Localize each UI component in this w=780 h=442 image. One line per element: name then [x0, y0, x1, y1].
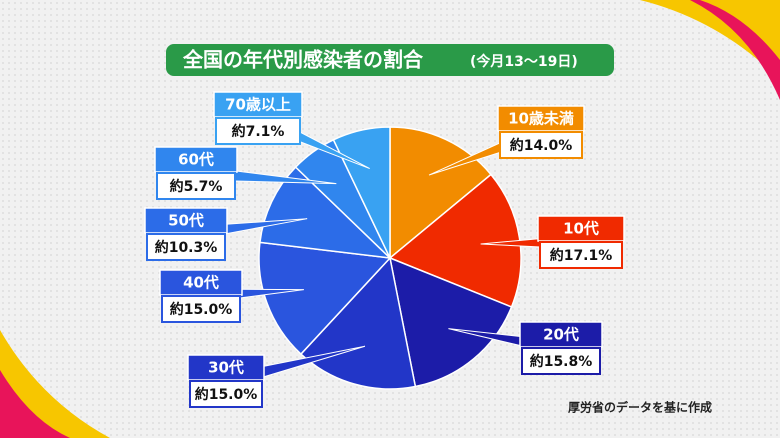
label-name-box — [154, 146, 238, 173]
chart-subtitle: (今月13～19日) — [470, 53, 578, 70]
label-name: 60代 — [178, 151, 214, 169]
label-name: 30代 — [208, 359, 244, 377]
label-value-box — [156, 172, 236, 200]
value-label: 約10.3% — [155, 239, 218, 256]
decor — [690, 0, 780, 100]
chart-title: 全国の年代別感染者の割合 — [182, 48, 424, 72]
label-name: 10歳未満 — [508, 110, 574, 128]
title-box — [166, 44, 614, 76]
pie-slice — [388, 256, 513, 388]
value-label: 約17.1% — [550, 247, 613, 264]
value-label: 約14.0% — [510, 137, 573, 154]
label-value-box — [521, 347, 601, 375]
pie-slice — [259, 166, 393, 260]
value-label: 約15.0% — [195, 386, 258, 403]
label-name-box — [497, 105, 585, 132]
label-name-box — [213, 91, 303, 118]
value-label: 約15.8% — [530, 353, 593, 370]
pie — [258, 126, 522, 390]
label-value-box — [189, 380, 263, 408]
label-name: 40代 — [183, 274, 219, 292]
source: 厚労省のデータを基に作成 — [568, 400, 712, 415]
label-name-box — [537, 215, 625, 242]
value-label: 約15.0% — [170, 301, 233, 318]
label-name: 50代 — [168, 212, 204, 230]
label-name: 70歳以上 — [225, 96, 291, 114]
decor — [640, 0, 780, 80]
value-label: 約5.7% — [170, 178, 223, 195]
decor — [0, 370, 70, 438]
label-name: 10代 — [563, 220, 599, 238]
label-name: 20代 — [543, 326, 579, 344]
label-value-box — [215, 117, 301, 145]
label-value-box — [499, 131, 583, 159]
label-value-box — [161, 295, 241, 323]
label-name-box — [187, 354, 265, 381]
label-value-box — [146, 233, 226, 261]
pie-slice — [258, 241, 392, 356]
pie-slice — [388, 173, 522, 308]
label-name-box — [144, 207, 228, 234]
value-label: 約7.1% — [232, 123, 285, 140]
label-value-box — [539, 241, 623, 269]
labels: 10歳未満約14.0%10代約17.1%20代約15.8%30代約15.0%40… — [144, 91, 625, 408]
label-name-box — [159, 269, 243, 296]
